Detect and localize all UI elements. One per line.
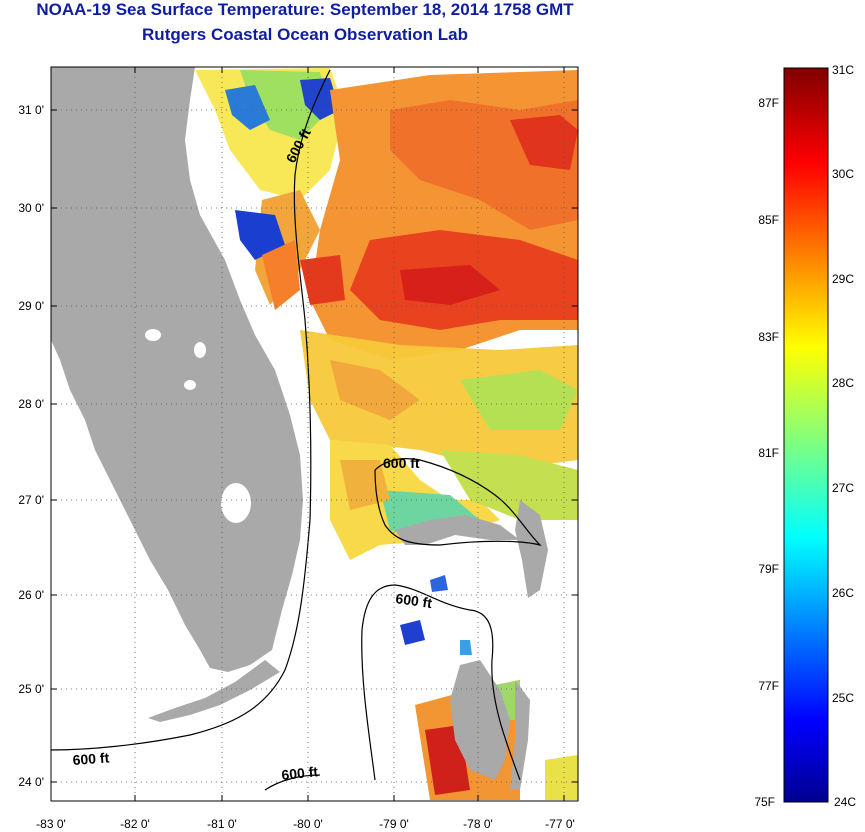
contour-600ft-florida bbox=[51, 69, 331, 751]
lat-label: 31 0' bbox=[18, 103, 44, 117]
celsius-label: 25C bbox=[832, 691, 854, 705]
celsius-label: 29C bbox=[832, 272, 854, 286]
lat-label: 29 0' bbox=[18, 299, 44, 313]
fahrenheit-label: 87F bbox=[758, 96, 779, 110]
lat-label: 24 0' bbox=[18, 775, 44, 789]
lon-tick-labels: -83 0' -82 0' -81 0' -80 0' -79 0' -78 0… bbox=[36, 817, 575, 831]
lat-tick-labels: 31 0' 30 0' 29 0' 28 0' 27 0' 26 0' 25 0… bbox=[18, 103, 44, 789]
colorbar-celsius-labels: 31C 30C 29C 28C 27C 26C 25C 24C bbox=[832, 63, 856, 809]
map-frame bbox=[50, 66, 579, 802]
fahrenheit-label: 83F bbox=[758, 330, 779, 344]
sst-data-layer bbox=[195, 68, 578, 800]
lat-label: 26 0' bbox=[18, 588, 44, 602]
chart-subtitle: Rutgers Coastal Ocean Observation Lab bbox=[142, 25, 468, 44]
lat-label: 27 0' bbox=[18, 493, 44, 507]
lon-label: -82 0' bbox=[120, 817, 150, 831]
fahrenheit-label: 75F bbox=[754, 795, 775, 809]
colorbar-fahrenheit-labels: 87F 85F 83F 81F 79F 77F 75F bbox=[754, 96, 779, 809]
grand-bahama bbox=[395, 515, 520, 545]
contour-label: 600 ft bbox=[383, 455, 420, 471]
lon-label: -80 0' bbox=[293, 817, 323, 831]
lake-okeechobee bbox=[221, 483, 251, 523]
fahrenheit-label: 79F bbox=[758, 562, 779, 576]
fahrenheit-label: 81F bbox=[758, 446, 779, 460]
contour-600ft-bahamas-south bbox=[361, 584, 521, 781]
celsius-label: 24C bbox=[834, 795, 856, 809]
contour-600ft-bahamas-north bbox=[374, 458, 542, 547]
contour-label: 600 ft bbox=[281, 763, 319, 783]
celsius-label: 31C bbox=[832, 63, 854, 77]
lon-label: -81 0' bbox=[207, 817, 237, 831]
lat-label: 25 0' bbox=[18, 682, 44, 696]
lon-label: -79 0' bbox=[379, 817, 409, 831]
fahrenheit-label: 77F bbox=[758, 679, 779, 693]
celsius-label: 30C bbox=[832, 167, 854, 181]
lon-label: -77 0' bbox=[545, 817, 575, 831]
colorbar bbox=[783, 67, 829, 803]
chart-title: NOAA-19 Sea Surface Temperature: Septemb… bbox=[36, 0, 574, 19]
fahrenheit-label: 85F bbox=[758, 213, 779, 227]
florida-keys bbox=[148, 660, 280, 722]
andros-island bbox=[450, 660, 510, 780]
lat-label: 30 0' bbox=[18, 201, 44, 215]
eleuthera bbox=[510, 680, 530, 790]
tick-marks bbox=[50, 67, 578, 801]
lat-label: 28 0' bbox=[18, 397, 44, 411]
celsius-label: 27C bbox=[832, 481, 854, 495]
celsius-label: 26C bbox=[832, 586, 854, 600]
contour-label: 600 ft bbox=[72, 749, 110, 768]
contour-600ft-south bbox=[264, 774, 321, 791]
lon-label: -83 0' bbox=[36, 817, 66, 831]
lon-label: -78 0' bbox=[463, 817, 493, 831]
contour-label: 600 ft bbox=[395, 590, 434, 611]
celsius-label: 28C bbox=[832, 376, 854, 390]
